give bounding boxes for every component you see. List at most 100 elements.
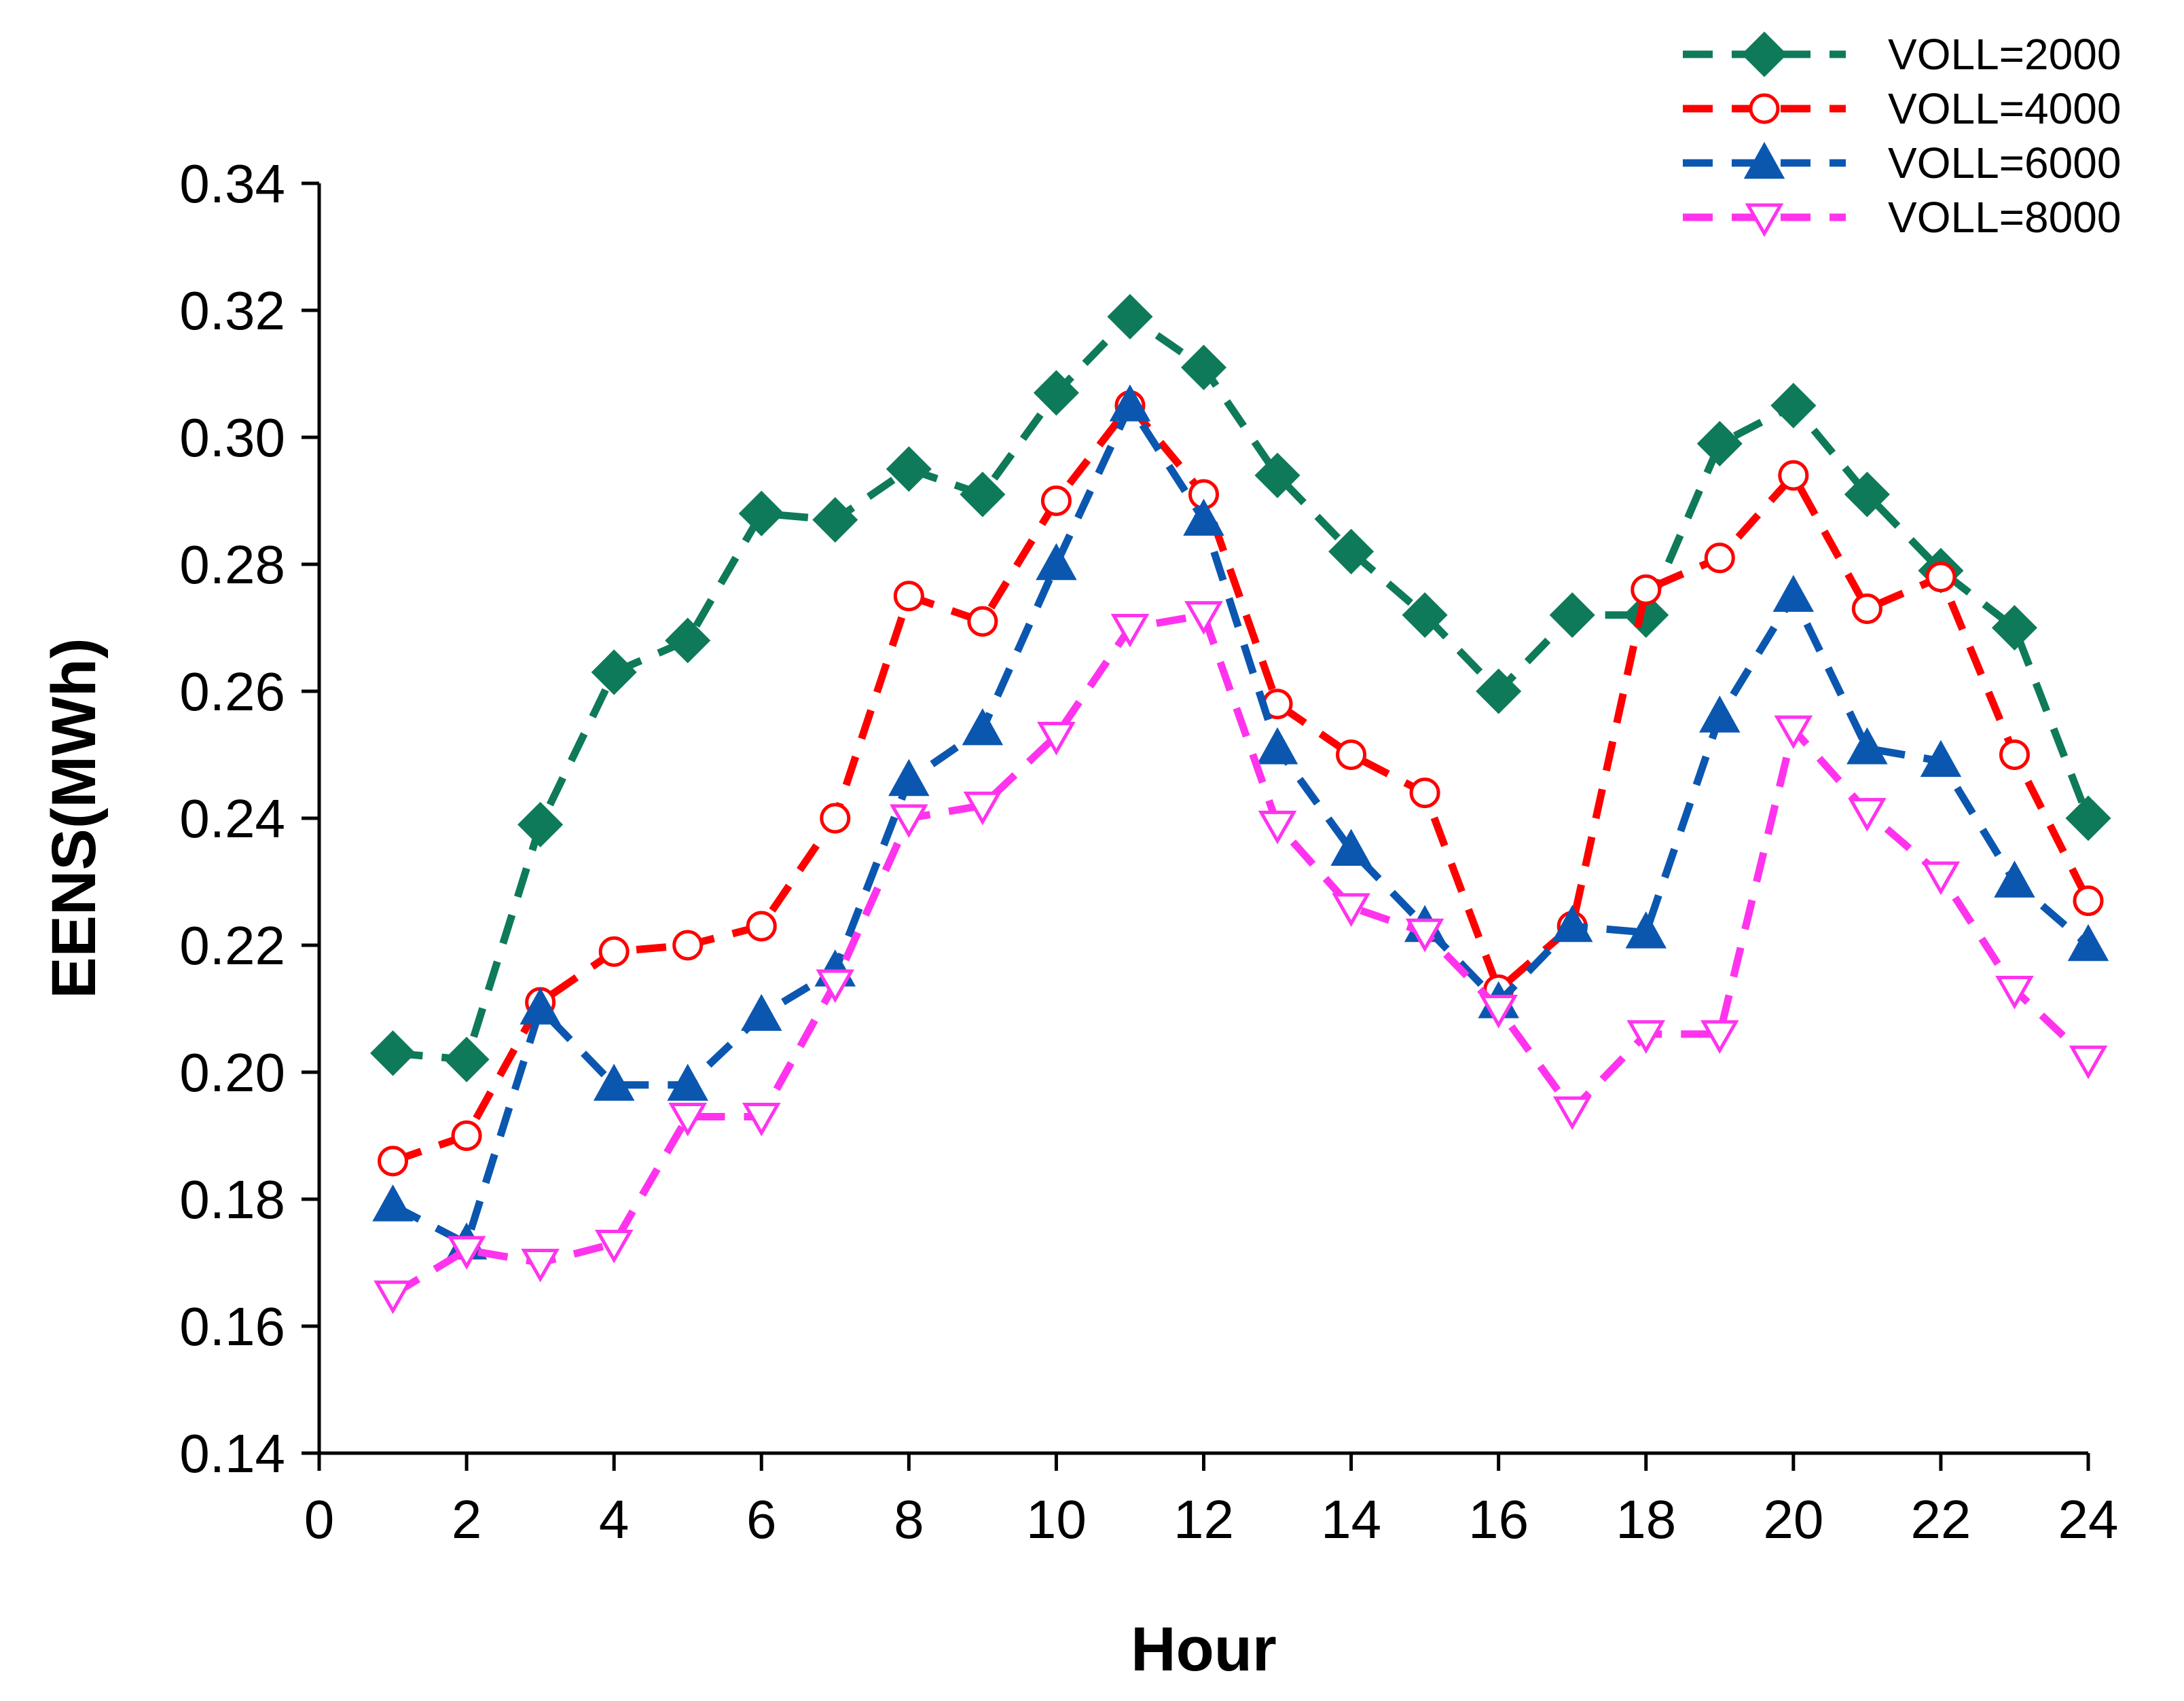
data-point-voll-4000: [893, 581, 924, 612]
data-point-voll-6000: [741, 993, 782, 1031]
series-voll-8000: [374, 601, 2108, 1315]
x-tick-label: 20: [1763, 1489, 1823, 1550]
data-point-voll-2000: [443, 1036, 490, 1082]
data-point-voll-8000: [816, 969, 855, 1004]
data-point-voll-8000: [1037, 721, 1076, 756]
data-point-voll-4000: [598, 936, 630, 967]
series-voll-6000: [372, 384, 2109, 1260]
data-point-voll-8000: [1700, 1020, 1739, 1054]
series-line-voll-8000: [390, 611, 2091, 1298]
legend-marker: [1749, 93, 1780, 124]
data-point-voll-6000: [667, 1063, 708, 1101]
data-point-voll-6000: [1109, 384, 1151, 422]
x-tick-label: 0: [304, 1489, 335, 1550]
data-point-voll-2000: [812, 497, 858, 543]
data-point-voll-4000: [1925, 562, 1956, 593]
y-tick-label: 0.20: [179, 1042, 285, 1103]
data-point-voll-6000: [1994, 860, 2035, 898]
series-layer: [370, 293, 2111, 1315]
data-point-voll-8000: [1995, 975, 2034, 1010]
data-point-voll-4000: [1704, 543, 1735, 574]
data-point-voll-2000: [1328, 528, 1375, 574]
legend-label: VOLL=8000: [1888, 193, 2121, 242]
data-point-voll-8000: [1921, 861, 1961, 896]
y-tick-label: 0.26: [179, 661, 285, 722]
legend: VOLL=2000 VOLL=4000 VOLL=6000 VOLL=8000: [1683, 30, 2121, 242]
data-point-voll-8000: [1848, 798, 1887, 832]
data-point-voll-6000: [1183, 498, 1224, 536]
data-point-voll-6000: [1551, 904, 1593, 943]
data-point-voll-8000: [1774, 715, 1813, 750]
data-point-voll-4000: [672, 930, 704, 961]
legend-label: VOLL=4000: [1888, 84, 2121, 133]
data-point-voll-6000: [962, 708, 1004, 746]
data-point-voll-4000: [1851, 593, 1882, 624]
y-tick-label: 0.24: [179, 788, 285, 849]
data-point-voll-2000: [1549, 592, 1595, 638]
data-point-voll-4000: [378, 1146, 409, 1177]
x-axis-title: Hour: [1131, 1615, 1277, 1684]
data-point-voll-8000: [2069, 1045, 2108, 1080]
y-tick-label: 0.14: [179, 1423, 285, 1484]
data-point-voll-8000: [1258, 810, 1297, 845]
data-point-voll-2000: [1844, 471, 1890, 517]
x-tick-label: 14: [1321, 1489, 1381, 1550]
data-point-voll-6000: [1330, 828, 1372, 866]
data-point-voll-2000: [1180, 344, 1227, 390]
data-point-voll-2000: [1402, 592, 1448, 638]
legend-item-voll-6000: VOLL=6000: [1683, 139, 2121, 187]
data-point-voll-2000: [665, 617, 711, 663]
data-point-voll-6000: [1036, 543, 1077, 581]
data-point-voll-2000: [886, 446, 932, 492]
x-tick-label: 16: [1468, 1489, 1529, 1550]
data-point-voll-2000: [1696, 420, 1743, 467]
data-point-voll-8000: [1110, 614, 1150, 648]
data-point-voll-4000: [1409, 778, 1440, 809]
data-point-voll-4000: [1631, 574, 1662, 605]
data-point-voll-2000: [1107, 293, 1153, 340]
data-point-voll-2000: [591, 649, 637, 695]
x-ticks: 0 2 4 6 8 10 12 14 16 18 20 22 24: [304, 1453, 2119, 1550]
data-point-voll-2000: [517, 801, 564, 847]
data-point-voll-6000: [593, 1063, 635, 1101]
data-point-voll-8000: [594, 1229, 634, 1264]
data-point-voll-8000: [1405, 918, 1444, 953]
data-point-voll-4000: [746, 911, 777, 942]
legend-item-voll-8000: VOLL=8000: [1683, 193, 2121, 242]
data-point-voll-6000: [1625, 911, 1667, 949]
legend-item-voll-2000: VOLL=2000: [1683, 30, 2121, 79]
data-point-voll-4000: [1040, 486, 1072, 516]
data-point-voll-8000: [963, 791, 1002, 826]
data-point-voll-6000: [1920, 739, 1962, 778]
data-point-voll-6000: [1699, 695, 1741, 733]
legend-label: VOLL=2000: [1888, 30, 2121, 79]
data-point-voll-4000: [1336, 739, 1367, 770]
x-tick-label: 24: [2058, 1489, 2119, 1550]
data-point-voll-6000: [1772, 574, 1815, 612]
legend-item-voll-4000: VOLL=4000: [1683, 84, 2121, 133]
data-point-voll-4000: [1999, 739, 2030, 770]
y-ticks: 0.14 0.16 0.18 0.20 0.22 0.24 0.26 0.28 0.30 0.32…: [179, 153, 319, 1484]
data-point-voll-8000: [742, 1102, 781, 1137]
data-point-voll-8000: [1332, 893, 1370, 927]
legend-marker: [1745, 203, 1784, 238]
x-tick-label: 18: [1616, 1489, 1676, 1550]
y-tick-label: 0.28: [179, 534, 285, 595]
data-point-voll-4000: [1778, 460, 1809, 491]
x-tick-label: 4: [599, 1489, 630, 1550]
y-axis-title: EENS(MWh): [39, 638, 109, 998]
legend-label: VOLL=6000: [1888, 139, 2121, 187]
y-tick-label: 0.30: [179, 407, 285, 468]
data-point-voll-6000: [520, 987, 561, 1025]
data-point-voll-8000: [890, 804, 928, 839]
data-point-voll-2000: [1991, 604, 2037, 651]
data-point-voll-8000: [1626, 1020, 1666, 1054]
legend-marker: [1743, 141, 1785, 179]
x-tick-label: 12: [1173, 1489, 1234, 1550]
series-line-voll-6000: [391, 401, 2091, 1247]
y-tick-label: 0.18: [179, 1169, 285, 1230]
data-point-voll-8000: [668, 1102, 708, 1137]
data-point-voll-4000: [820, 803, 851, 834]
